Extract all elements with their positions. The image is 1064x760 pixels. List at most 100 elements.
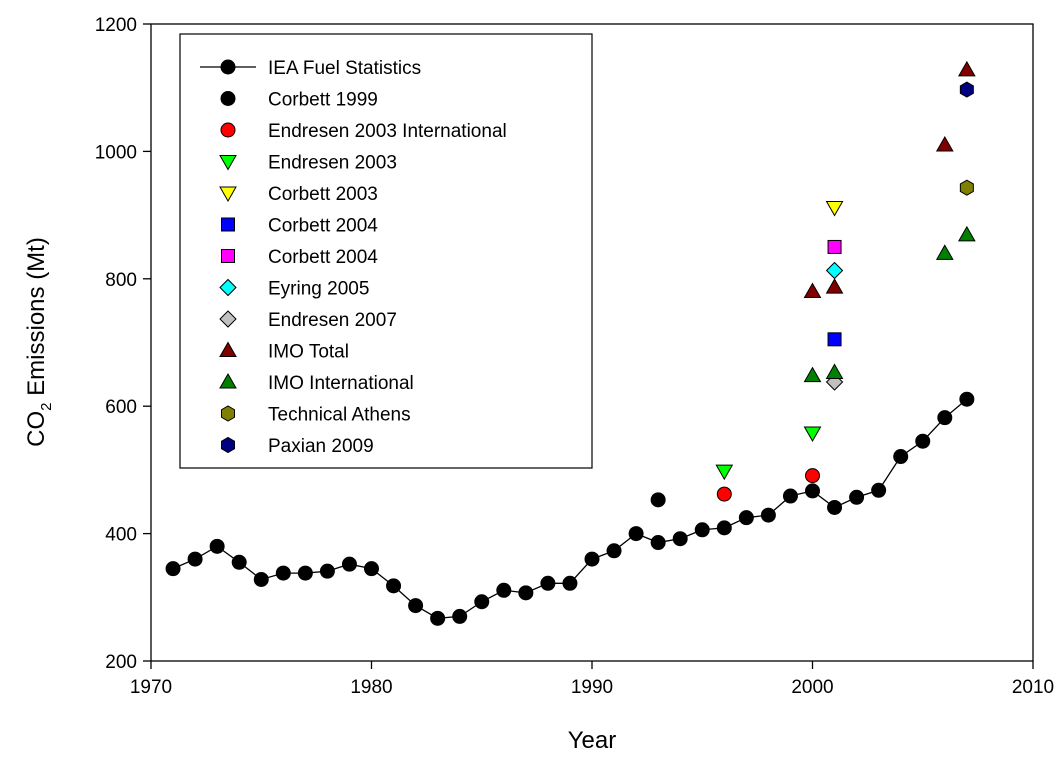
data-point — [715, 464, 734, 481]
data-point — [584, 551, 600, 567]
legend-marker — [221, 405, 235, 422]
data-point — [474, 594, 490, 610]
legend-marker — [219, 155, 237, 171]
data-point — [825, 278, 844, 294]
legend-marker — [220, 122, 236, 138]
x-axis-title: Year — [568, 727, 617, 754]
legend-label: IMO International — [268, 373, 414, 394]
legend-marker — [221, 217, 235, 232]
data-point — [165, 561, 181, 577]
legend-marker — [220, 59, 236, 75]
legend: IEA Fuel Statistics Corbett 1999 Endresen … — [179, 33, 593, 469]
x-tick-label: 2010 — [1012, 677, 1054, 698]
legend-marker — [220, 91, 236, 106]
legend-label: Endresen 2003 — [268, 153, 397, 174]
data-point — [716, 520, 732, 536]
data-point — [827, 239, 842, 254]
data-point — [803, 282, 822, 299]
legend-marker — [219, 278, 237, 297]
series-group — [959, 81, 974, 98]
series-group — [959, 179, 974, 196]
data-point — [825, 261, 844, 280]
y-tick-label: 1000 — [95, 142, 137, 163]
data-point — [430, 610, 446, 626]
legend-marker — [221, 249, 235, 263]
y-axis-title-suffix: Emissions (Mt) — [23, 237, 50, 402]
y-axis: 200 400 600 800 1000 1200 — [95, 15, 151, 673]
data-point — [738, 510, 754, 526]
data-point — [518, 585, 534, 601]
y-axis-title-prefix: CO — [23, 411, 50, 447]
series-group — [827, 332, 842, 347]
y-tick-label: 600 — [105, 397, 137, 418]
legend-label: Paxian 2009 — [268, 436, 374, 457]
y-axis-title: CO2 Emissions (Mt) — [23, 237, 55, 447]
data-point — [540, 575, 556, 591]
x-tick-label: 1970 — [130, 677, 172, 698]
x-tick-label: 1990 — [571, 677, 613, 698]
data-point — [694, 522, 710, 538]
data-point — [628, 526, 644, 542]
data-point — [275, 565, 291, 581]
data-point — [672, 531, 688, 547]
data-point — [364, 561, 379, 577]
data-point — [825, 363, 844, 379]
x-tick-label: 1980 — [350, 677, 392, 698]
legend-label: Technical Athens — [268, 405, 411, 426]
series-group — [825, 200, 844, 217]
series-group — [716, 468, 820, 502]
legend-marker — [219, 310, 237, 328]
data-point — [760, 507, 776, 523]
data-point — [959, 179, 974, 196]
data-point — [803, 366, 822, 383]
legend-label: Corbett 2003 — [268, 184, 378, 205]
y-tick-label: 1200 — [95, 15, 137, 36]
legend-marker — [221, 436, 235, 454]
data-point — [319, 563, 335, 579]
data-point — [915, 433, 931, 449]
y-axis-title-subscript: 2 — [38, 403, 55, 411]
data-point — [805, 483, 820, 499]
series-group — [165, 391, 975, 626]
y-tick-label: 400 — [105, 525, 137, 546]
data-point — [253, 571, 269, 587]
x-axis: 1970 1980 1990 2000 2010 — [130, 661, 1054, 698]
data-point — [187, 551, 203, 567]
data-point — [496, 582, 512, 598]
data-point — [935, 136, 954, 152]
data-point — [297, 565, 313, 581]
data-point — [650, 492, 666, 508]
series-group — [803, 225, 976, 383]
legend-label: Corbett 2004 — [268, 216, 378, 237]
data-point — [849, 489, 865, 505]
data-point — [871, 482, 887, 498]
series-group — [650, 492, 666, 508]
series-group — [803, 60, 976, 299]
data-point — [957, 225, 976, 242]
data-point — [452, 608, 468, 624]
data-point — [935, 244, 954, 260]
data-point — [231, 554, 247, 570]
data-point — [825, 200, 844, 217]
legend-label: Corbett 2004 — [268, 247, 378, 268]
series-layer — [165, 60, 976, 626]
legend-marker — [219, 186, 237, 203]
data-point — [959, 81, 974, 98]
data-point — [959, 391, 975, 407]
legend-label: Endresen 2003 International — [268, 121, 507, 142]
legend-marker — [219, 341, 237, 357]
y-tick-label: 800 — [105, 270, 137, 291]
data-point — [209, 538, 225, 554]
legend-label: Corbett 1999 — [268, 90, 378, 111]
legend-label: Eyring 2005 — [268, 279, 369, 300]
data-point — [893, 449, 909, 465]
data-point — [408, 598, 424, 614]
series-group — [827, 239, 842, 254]
data-point — [782, 488, 798, 504]
data-point — [805, 468, 820, 484]
data-point — [937, 410, 953, 426]
data-point — [803, 426, 822, 442]
legend-label: IEA Fuel Statistics — [268, 58, 421, 79]
x-tick-label: 2000 — [791, 677, 833, 698]
